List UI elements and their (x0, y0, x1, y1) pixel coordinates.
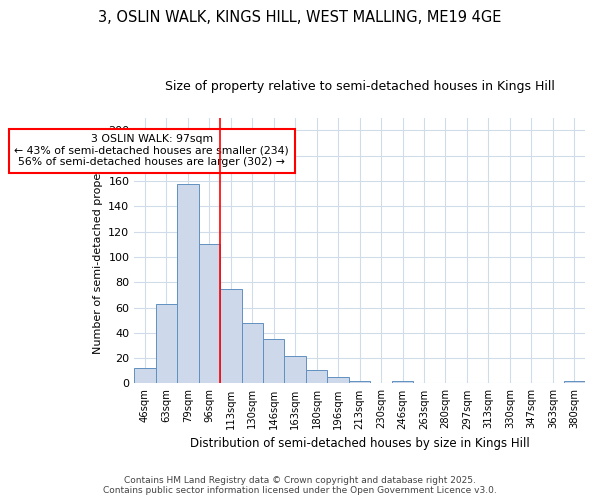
Text: Contains HM Land Registry data © Crown copyright and database right 2025.
Contai: Contains HM Land Registry data © Crown c… (103, 476, 497, 495)
Bar (284, 356, 306, 384)
Bar (199, 244, 220, 384)
Bar (349, 381, 370, 384)
Bar (328, 377, 349, 384)
Bar (263, 339, 284, 384)
Y-axis label: Number of semi-detached properties: Number of semi-detached properties (92, 148, 103, 354)
Bar (242, 322, 263, 384)
Bar (134, 368, 155, 384)
X-axis label: Distribution of semi-detached houses by size in Kings Hill: Distribution of semi-detached houses by … (190, 437, 529, 450)
Bar (177, 184, 199, 384)
Bar (220, 288, 242, 384)
Bar (392, 381, 413, 384)
Text: 3 OSLIN WALK: 97sqm
← 43% of semi-detached houses are smaller (234)
56% of semi-: 3 OSLIN WALK: 97sqm ← 43% of semi-detach… (14, 134, 289, 168)
Bar (563, 381, 585, 384)
Bar (155, 304, 177, 384)
Bar (306, 370, 328, 384)
Text: 3, OSLIN WALK, KINGS HILL, WEST MALLING, ME19 4GE: 3, OSLIN WALK, KINGS HILL, WEST MALLING,… (98, 10, 502, 25)
Title: Size of property relative to semi-detached houses in Kings Hill: Size of property relative to semi-detach… (164, 80, 554, 93)
